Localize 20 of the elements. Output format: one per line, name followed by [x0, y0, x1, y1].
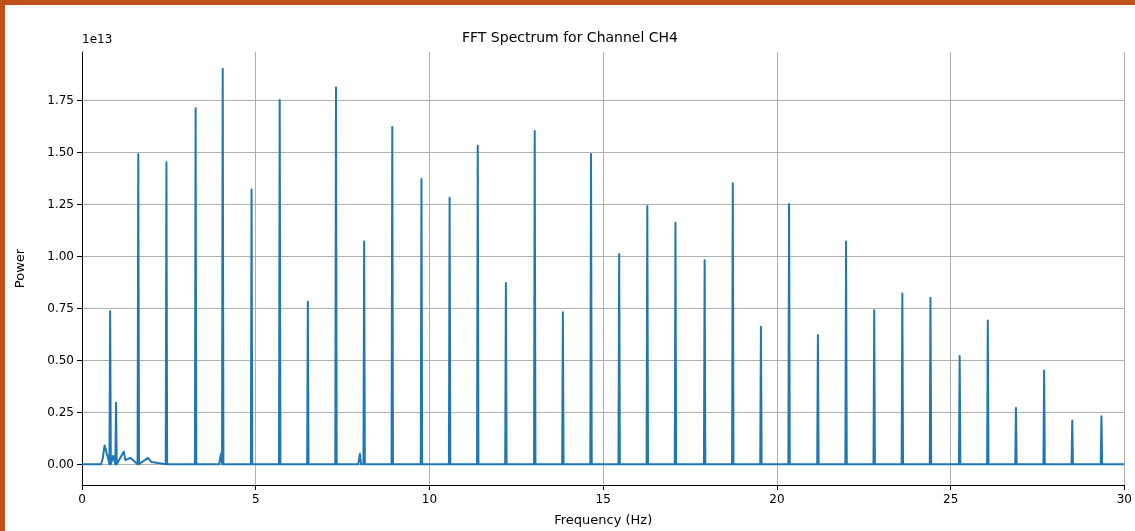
x-tick-label: 30	[1116, 492, 1133, 506]
y-tick-label: 1.25	[47, 196, 74, 211]
x-tick-label: 5	[251, 492, 260, 506]
x-tick-label: 10	[421, 492, 438, 506]
x-tick-label: 0	[78, 492, 86, 506]
line-series	[81, 67, 1126, 466]
y-tick-label: 1.75	[47, 92, 74, 107]
chart-title: FFT Spectrum for Channel CH4	[462, 29, 679, 45]
text: 1e13	[82, 32, 113, 46]
y-tick-label: 0.00	[47, 457, 74, 472]
x-tick-label: 25	[943, 492, 959, 506]
x-tick-label: 15	[595, 492, 611, 506]
y-axis-title: Power	[12, 248, 27, 289]
y-tick-label: 0.25	[47, 405, 74, 420]
x-axis-title: Frequency (Hz)	[554, 512, 653, 527]
y-tick-label: 0.50	[47, 353, 74, 368]
y-tick-label: 1.50	[47, 144, 74, 159]
y-tick-label: 1.00	[47, 249, 74, 264]
y-tick-label: 0.75	[47, 301, 74, 316]
x-tick-label: 20	[769, 492, 785, 506]
